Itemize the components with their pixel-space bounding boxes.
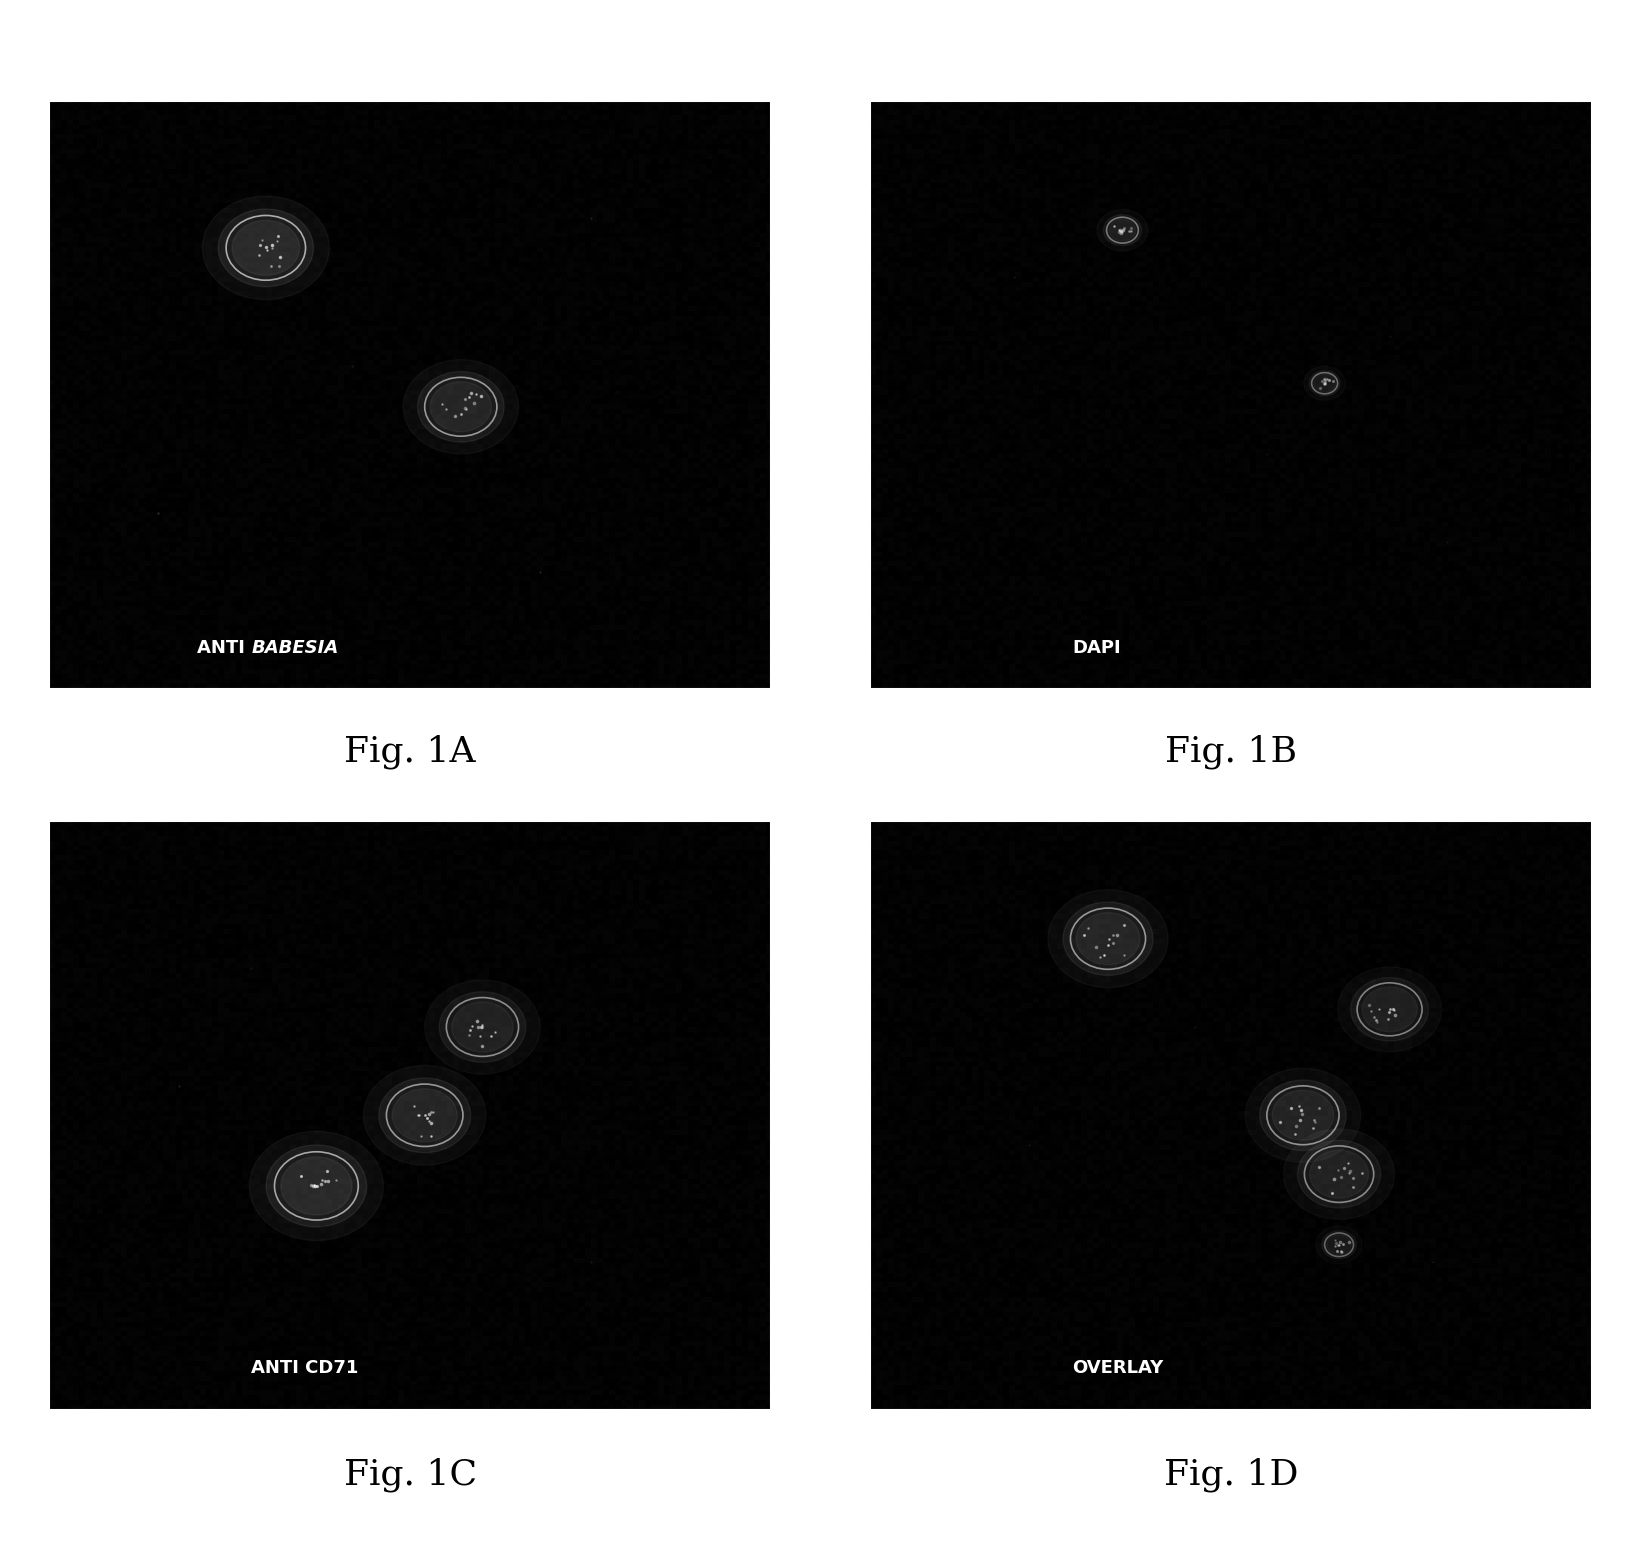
- Text: BABESIA: BABESIA: [251, 640, 338, 657]
- Circle shape: [1063, 902, 1154, 976]
- Circle shape: [440, 991, 525, 1063]
- Text: Fig. 1A: Fig. 1A: [345, 734, 476, 768]
- Circle shape: [1260, 1080, 1346, 1151]
- Text: OVERLAY: OVERLAY: [1072, 1360, 1163, 1377]
- Circle shape: [1298, 1140, 1380, 1208]
- Text: Fig. 1C: Fig. 1C: [343, 1458, 478, 1492]
- Circle shape: [392, 1089, 458, 1142]
- Circle shape: [379, 1078, 471, 1152]
- Circle shape: [266, 1145, 366, 1227]
- Text: Fig. 1B: Fig. 1B: [1165, 734, 1296, 768]
- Text: DAPI: DAPI: [1072, 640, 1121, 657]
- Text: ANTI: ANTI: [197, 640, 251, 657]
- Circle shape: [1103, 215, 1142, 246]
- Text: ANTI CD71: ANTI CD71: [251, 1360, 359, 1377]
- Circle shape: [417, 372, 504, 441]
- Circle shape: [1351, 977, 1429, 1041]
- Text: Fig. 1D: Fig. 1D: [1163, 1458, 1298, 1492]
- Circle shape: [430, 381, 492, 432]
- Circle shape: [281, 1157, 351, 1214]
- Circle shape: [1076, 912, 1140, 965]
- Circle shape: [231, 220, 300, 276]
- Circle shape: [218, 209, 313, 287]
